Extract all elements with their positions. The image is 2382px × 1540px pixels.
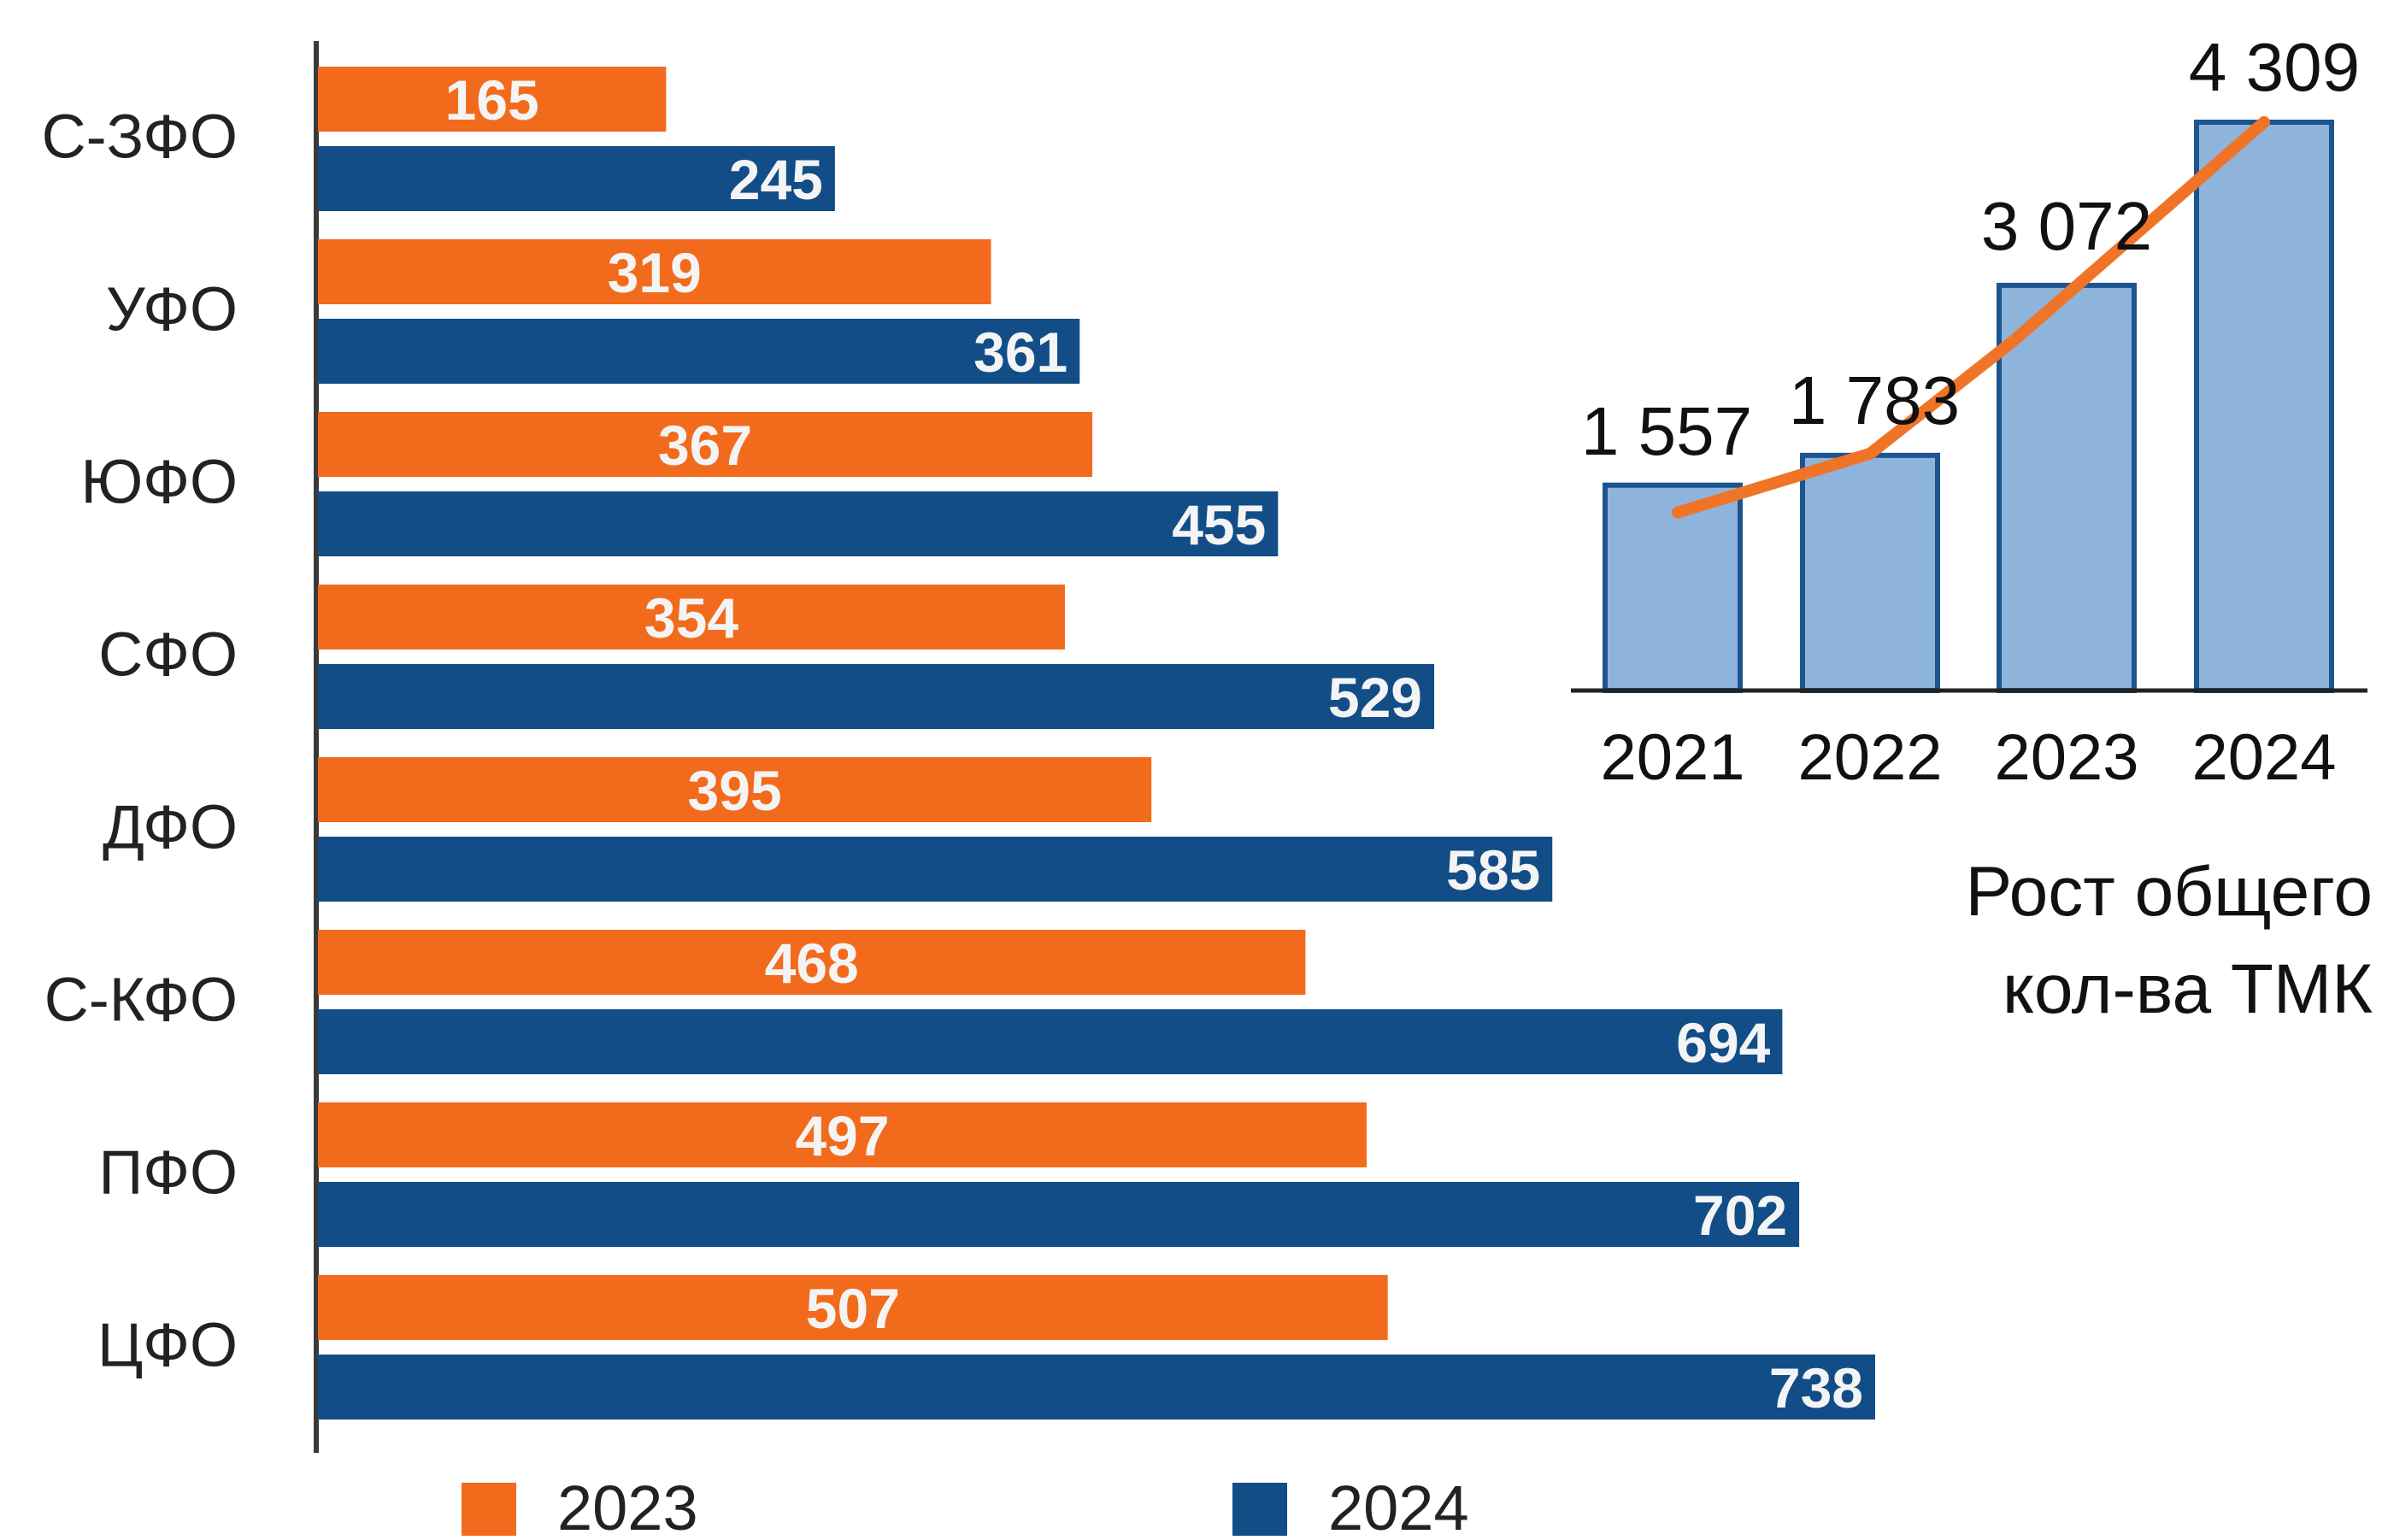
legend: 2023 2024 <box>462 1472 1469 1540</box>
inset-value-label: 1 557 <box>1581 393 1752 469</box>
bar-value-label: 694 <box>1676 1011 1770 1074</box>
bar-value-label: 507 <box>806 1277 900 1340</box>
bar-2023 <box>318 757 1152 822</box>
bar-2023 <box>318 1275 1388 1340</box>
category-label: ДФО <box>103 794 238 862</box>
bar-value-label: 245 <box>729 148 823 211</box>
category-label: С-ЗФО <box>42 103 238 172</box>
category-label: С-КФО <box>44 967 238 1035</box>
total-growth-inset-chart: 1 557 1 783 3 072 4 309 2021 2022 2023 2024 <box>1571 29 2367 794</box>
regional-bar-chart: С-ЗФО 165 245 УФО 319 361 ЮФО 367 455 СФО 354 529 ДФ… <box>42 41 1875 1453</box>
caption-line: Рост общего <box>1966 853 2373 931</box>
inset-bar <box>1997 282 2137 693</box>
inset-value-label: 3 072 <box>1981 188 2152 264</box>
bar-2024 <box>318 1182 1800 1247</box>
inset-bar <box>1800 452 1940 693</box>
inset-year-label: 2021 <box>1600 721 1744 794</box>
bar-value-label: 165 <box>445 68 539 132</box>
inset-bar <box>2194 120 2334 693</box>
inset-trend-line <box>1672 116 2270 519</box>
inset-year-label: 2022 <box>1797 721 1942 794</box>
legend-swatch-2023 <box>462 1483 516 1537</box>
bar-2023 <box>318 67 667 132</box>
bar-2024 <box>318 1009 1783 1074</box>
bar-2023 <box>318 585 1065 650</box>
bar-value-label: 468 <box>765 932 859 995</box>
inset-year-label: 2024 <box>2191 721 2336 794</box>
bar-2023 <box>318 412 1093 477</box>
bar-value-label: 319 <box>608 241 702 304</box>
bar-value-label: 702 <box>1693 1184 1787 1247</box>
inset-bar <box>1603 482 1743 693</box>
bar-value-label: 585 <box>1446 838 1540 902</box>
bar-2024 <box>318 837 1553 902</box>
bar-value-label: 455 <box>1172 493 1266 556</box>
bar-2023 <box>318 1102 1367 1167</box>
category-label: УФО <box>106 276 238 344</box>
legend-label: 2024 <box>1328 1472 1469 1536</box>
inset-value-label: 4 309 <box>2189 29 2360 105</box>
legend-label: 2023 <box>557 1472 698 1536</box>
category-label: ЦФО <box>97 1312 238 1380</box>
bar-value-label: 367 <box>658 414 752 477</box>
category-label: СФО <box>98 621 238 690</box>
caption-line: кол-ва ТМК <box>2003 950 2373 1028</box>
bar-value-label: 395 <box>688 759 782 822</box>
bar-value-label: 354 <box>644 586 738 650</box>
bar-2024 <box>318 319 1080 384</box>
bar-2023 <box>318 930 1306 995</box>
bar-2024 <box>318 146 835 211</box>
bar-2024 <box>318 1355 1875 1420</box>
bar-value-label: 529 <box>1328 666 1422 729</box>
bar-2023 <box>318 239 991 304</box>
bar-2024 <box>318 664 1435 729</box>
inset-year-label: 2023 <box>1994 721 2138 794</box>
inset-value-label: 1 783 <box>1789 362 1960 438</box>
category-label: ПФО <box>99 1139 238 1208</box>
bar-value-label: 738 <box>1769 1356 1863 1420</box>
category-label: ЮФО <box>81 449 238 517</box>
inset-caption: Рост общего кол-ва ТМК <box>1966 853 2373 1028</box>
legend-swatch-2024 <box>1232 1483 1287 1537</box>
bar-value-label: 497 <box>795 1104 889 1167</box>
bar-2024 <box>318 491 1279 556</box>
bar-value-label: 361 <box>973 320 1067 384</box>
